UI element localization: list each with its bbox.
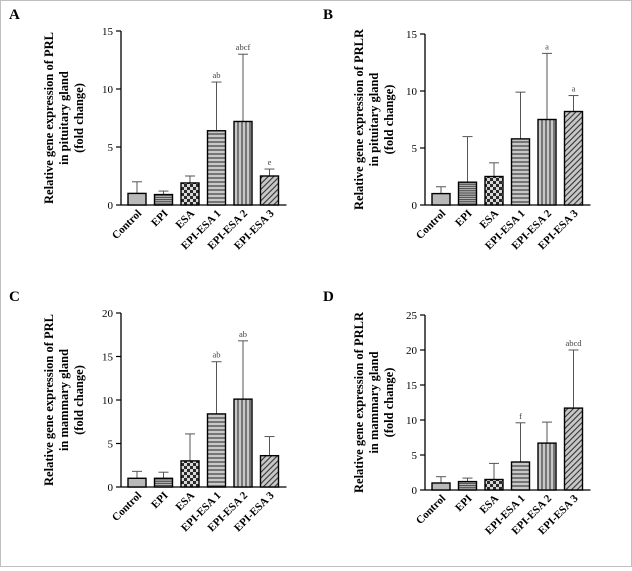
- y-tick-label: 10: [102, 395, 114, 407]
- y-axis-label-line: in pituitary gland: [367, 73, 381, 167]
- chart-panel-c: C Relative gene expression of PRL in mamma…: [9, 289, 287, 534]
- significance-label: ab: [239, 329, 247, 339]
- y-axis-label-line: Relative gene expression of PRL: [42, 314, 56, 486]
- x-tick-label: Control: [414, 208, 448, 242]
- y-axis-label-line: Relative gene expression of PRL: [42, 32, 56, 204]
- y-tick-label: 10: [102, 84, 114, 96]
- bar-epi-esa-2: [537, 118, 557, 206]
- y-tick-label: 15: [406, 29, 418, 41]
- x-tick-label: EPI: [149, 490, 170, 511]
- x-tick-label: EPI: [149, 208, 170, 229]
- bar-epi-esa-3: [563, 407, 584, 491]
- bar-epi-esa-2: [537, 442, 557, 491]
- x-tick-label: Control: [414, 493, 448, 527]
- y-axis-label-line: Relative gene expression of PRLR: [352, 311, 366, 493]
- bar-epi-esa-3: [563, 110, 584, 206]
- panel-letter: A: [9, 7, 20, 23]
- significance-label: abcd: [565, 338, 582, 348]
- chart-panel-b: B Relative gene expression of PRLR in pitu…: [323, 7, 591, 252]
- bar-esa: [484, 175, 504, 206]
- significance-label: ab: [212, 350, 220, 360]
- significance-label: f: [519, 411, 522, 421]
- y-tick-label: 5: [108, 439, 114, 451]
- bar-epi-esa-1: [510, 461, 531, 491]
- bar-epi: [153, 193, 174, 206]
- bar-control: [127, 477, 147, 488]
- x-tick-label: Control: [110, 208, 144, 242]
- y-axis-label-line: (fold change): [382, 85, 396, 155]
- y-axis-label-line: in mammary gland: [57, 349, 71, 451]
- y-tick-label: 10: [406, 86, 418, 98]
- bar-epi: [457, 181, 478, 206]
- bar-control: [431, 482, 451, 491]
- x-tick-label: Control: [110, 490, 144, 524]
- y-axis-label-line: Relative gene expression of PRLR: [352, 28, 366, 210]
- y-tick-label: 15: [406, 380, 418, 392]
- y-tick-label: 20: [406, 345, 418, 357]
- bar-esa: [484, 478, 504, 491]
- x-tick-label: ESA: [173, 208, 197, 232]
- bar-esa: [180, 182, 200, 206]
- bar-epi-esa-3: [259, 175, 280, 206]
- x-tick-label: ESA: [173, 490, 197, 514]
- y-tick-label: 5: [412, 143, 418, 155]
- y-tick-label: 15: [102, 26, 114, 38]
- y-tick-label: 0: [412, 200, 418, 212]
- bar-epi-esa-2: [233, 398, 253, 488]
- x-tick-label: EPI: [453, 493, 474, 514]
- y-axis-label-line: (fold change): [72, 83, 86, 153]
- bar-epi-esa-2: [233, 120, 253, 206]
- bar-epi: [457, 480, 478, 491]
- x-tick-label: ESA: [477, 208, 501, 232]
- bar-esa: [180, 460, 200, 488]
- y-tick-label: 0: [108, 200, 114, 212]
- bar-epi-esa-1: [206, 130, 227, 206]
- bar-epi: [153, 477, 174, 488]
- y-tick-label: 25: [406, 310, 418, 322]
- x-tick-label: EPI: [453, 208, 474, 229]
- y-tick-label: 5: [108, 142, 114, 154]
- significance-label: a: [545, 41, 549, 51]
- y-tick-label: 15: [102, 352, 114, 364]
- significance-label: a: [572, 84, 576, 94]
- chart-panel-a: A Relative gene expression of PRL in pitui…: [9, 7, 287, 252]
- bar-epi-esa-3: [259, 454, 280, 488]
- bar-epi-esa-1: [206, 413, 227, 488]
- panel-letter: B: [323, 7, 333, 23]
- significance-label: ab: [212, 70, 220, 80]
- y-tick-label: 20: [102, 308, 114, 320]
- y-axis-label-line: in mammary gland: [367, 351, 381, 453]
- bar-control: [431, 192, 451, 206]
- y-axis-label-line: (fold change): [72, 365, 86, 435]
- significance-label: abcf: [236, 42, 251, 52]
- y-tick-label: 10: [406, 415, 418, 427]
- chart-panel-d: D Relative gene expression of PRLR in mamm…: [323, 289, 591, 537]
- bar-control: [127, 192, 147, 206]
- panel-letter: C: [9, 289, 20, 305]
- y-axis-label-line: (fold change): [382, 368, 396, 438]
- y-tick-label: 0: [412, 485, 418, 497]
- bar-epi-esa-1: [510, 138, 531, 206]
- significance-label: e: [268, 157, 272, 167]
- y-tick-label: 0: [108, 482, 114, 494]
- panel-letter: D: [323, 289, 334, 305]
- x-tick-label: ESA: [477, 493, 501, 517]
- y-axis-label-line: in pituitary gland: [57, 71, 71, 165]
- y-tick-label: 5: [412, 450, 418, 462]
